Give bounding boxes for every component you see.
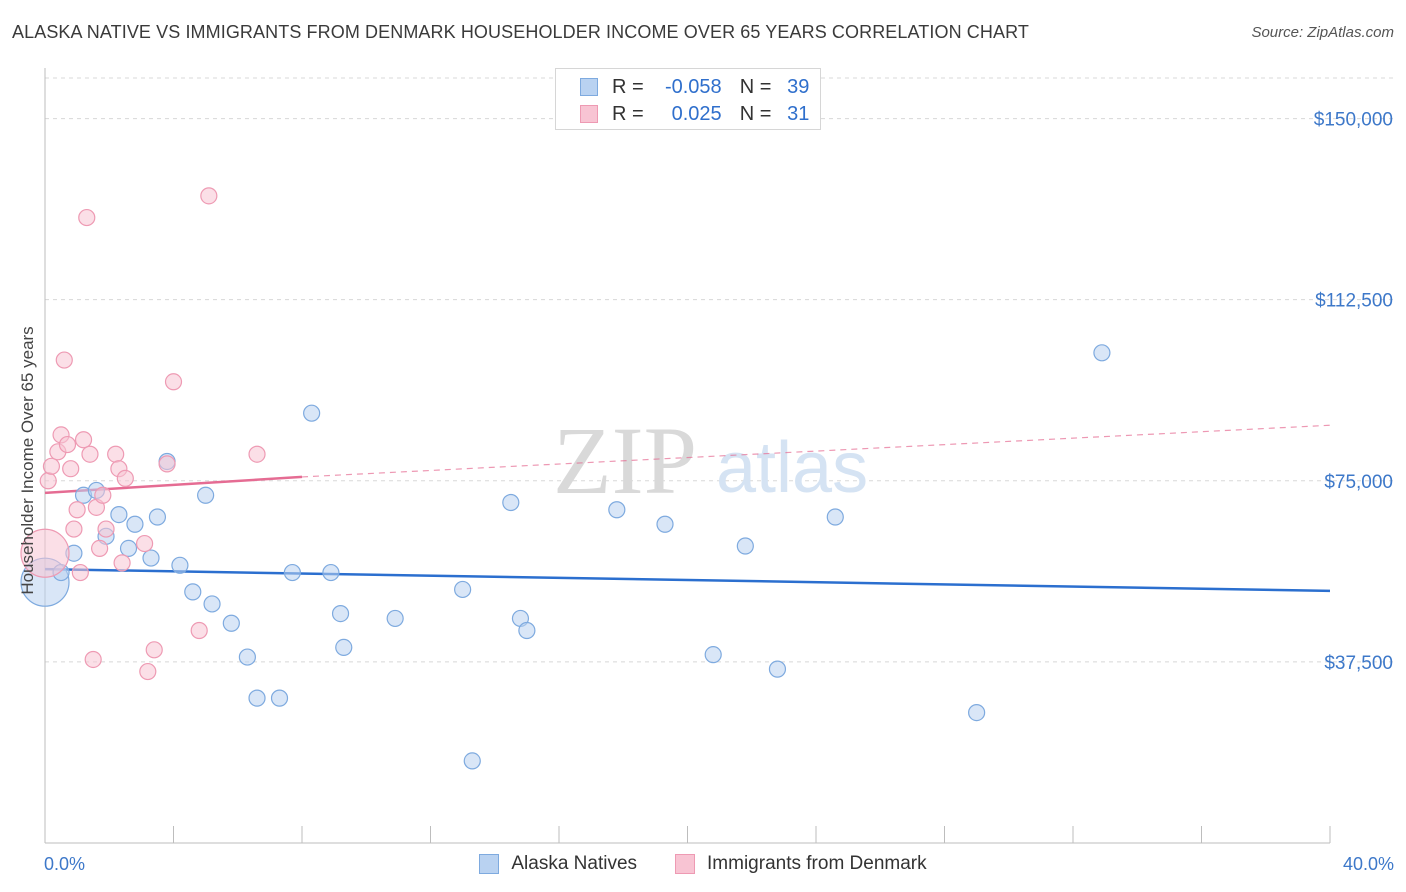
series-legend-item-immigrants-denmark[interactable]: Immigrants from Denmark — [675, 853, 927, 875]
series-legend: Alaska Natives Immigrants from Denmark — [0, 851, 1406, 877]
denmark-immigrant-point — [78, 208, 96, 227]
denmark-immigrant-point — [94, 486, 112, 504]
alaska-native-point — [248, 689, 266, 707]
alaska-native-point — [502, 493, 520, 512]
chart-title: ALASKA NATIVE VS IMMIGRANTS FROM DENMARK… — [12, 22, 1029, 42]
y-tick-label: $75,000 — [1324, 472, 1393, 493]
alaska-native-point — [335, 638, 353, 657]
y-tick-label: $112,500 — [1315, 291, 1393, 312]
alaska-native-point — [322, 563, 340, 582]
denmark-immigrant-point — [139, 662, 157, 681]
denmark-immigrant-point — [42, 457, 61, 475]
legend-row-alaska-natives: R = -0.058 N = 39 — [580, 75, 809, 99]
alaska-native-point — [768, 660, 787, 678]
label-layer: $37,500 $75,000 $112,500 $150,000 0.0% 40.0% H… — [18, 110, 1394, 874]
alaska-native-point — [386, 609, 404, 628]
denmark-immigrant-point — [62, 460, 80, 478]
alaska-native-point — [1093, 344, 1111, 362]
denmark-immigrant-point — [20, 528, 70, 578]
alaska-native-point — [148, 508, 167, 526]
grid-layer — [45, 77, 1395, 663]
alaska-native-point — [238, 648, 256, 666]
x-tick-label-max: 40.0% — [1343, 854, 1394, 874]
alaska-native-point — [171, 556, 189, 574]
denmark-immigrant-point — [39, 472, 57, 490]
denmark-immigrant-point — [113, 554, 131, 572]
legend-r-value: 0.025 — [671, 102, 722, 125]
alaska-native-point — [222, 614, 240, 632]
legend-n-value: 31 — [787, 102, 810, 125]
y-tick-label: $37,500 — [1324, 653, 1393, 674]
denmark-immigrant-point — [158, 455, 176, 473]
denmark-immigrant-point — [65, 520, 83, 538]
denmark-immigrant-point — [164, 373, 183, 391]
legend-swatch-pink — [580, 105, 598, 123]
stats-legend: R = -0.058 N = 39 R = 0.025 N = 31 — [555, 68, 821, 130]
denmark-immigrant-point — [116, 469, 134, 487]
legend-swatch-blue — [580, 78, 598, 96]
series-swatch-pink — [675, 854, 696, 874]
alaska-native-point — [283, 563, 301, 582]
alaska-native-point — [704, 646, 722, 664]
legend-n-label: N = — [739, 102, 772, 125]
alaska-native-point — [331, 604, 350, 623]
denmark-immigrant-point — [248, 445, 266, 463]
alaska-native-point — [736, 537, 754, 555]
denmark-immigrant-point — [107, 445, 125, 463]
trend-line-alaska-natives — [44, 567, 1331, 593]
denmark-immigrant-point — [145, 641, 163, 659]
legend-n-label: N = — [739, 75, 772, 98]
alaska-native-point — [968, 704, 986, 722]
legend-row-immigrants-denmark: R = 0.025 N = 31 — [580, 102, 809, 126]
series-legend-label: Alaska Natives — [511, 853, 638, 874]
y-axis-label: Householder Income Over 65 years — [18, 326, 37, 594]
denmark-immigrant-point — [97, 520, 115, 538]
alaska-native-point — [454, 580, 472, 599]
denmark-immigrant-point — [68, 501, 86, 519]
series-legend-label: Immigrants from Denmark — [707, 853, 927, 874]
legend-n-value: 39 — [787, 75, 810, 98]
alaska-native-point — [518, 621, 536, 640]
legend-r-label: R = — [612, 75, 644, 98]
alaska-native-point — [463, 752, 481, 770]
denmark-immigrant-point — [55, 351, 73, 369]
chart-source: Source: ZipAtlas.com — [1251, 24, 1394, 41]
series-swatch-blue — [479, 854, 500, 874]
alaska-native-point — [270, 689, 289, 707]
x-tick-label-min: 0.0% — [44, 854, 85, 874]
y-tick-label: $150,000 — [1314, 110, 1393, 131]
denmark-immigrant-point — [71, 563, 89, 582]
alaska-native-point — [126, 515, 144, 533]
alaska-native-point — [197, 486, 215, 504]
denmark-immigrant-point — [135, 534, 154, 553]
alaska-native-point — [826, 508, 844, 526]
alaska-native-point — [656, 515, 674, 533]
alaska-native-point — [203, 595, 221, 613]
denmark-immigrant-point — [200, 187, 218, 205]
alaska-native-point — [119, 539, 138, 557]
denmark-immigrant-point — [81, 445, 99, 463]
legend-r-value: -0.058 — [664, 75, 722, 98]
denmark-immigrant-point — [190, 621, 208, 640]
denmark-immigrant-point — [84, 650, 102, 669]
series-legend-item-alaska-natives[interactable]: Alaska Natives — [479, 853, 637, 875]
point-layer — [20, 187, 1111, 770]
axis-layer — [44, 68, 1331, 844]
watermark: ZIP atlas — [553, 407, 868, 514]
alaska-native-point — [142, 549, 160, 567]
denmark-immigrant-point — [58, 435, 77, 454]
watermark-atlas: atlas — [716, 428, 868, 508]
denmark-immigrant-point — [91, 539, 109, 557]
alaska-native-point — [184, 583, 202, 601]
denmark-immigrant-point — [74, 431, 93, 449]
alaska-native-point — [608, 501, 626, 519]
legend-r-label: R = — [612, 102, 644, 125]
alaska-native-point — [303, 404, 321, 422]
alaska-native-point — [110, 505, 128, 524]
